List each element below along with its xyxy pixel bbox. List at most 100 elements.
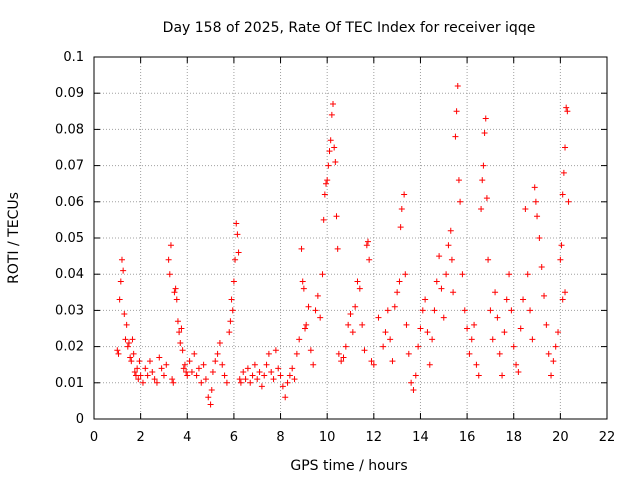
data-point [380,343,387,350]
data-point [286,372,293,379]
data-point [478,206,485,213]
data-point [426,361,433,368]
data-point [560,169,567,176]
data-point [226,329,233,336]
y-tick-label: 0.09 [55,86,84,101]
chart-title: Day 158 of 2025, Rate Of TEC Index for r… [163,20,536,36]
data-point [184,372,191,379]
data-point [559,191,566,198]
data-point [153,379,160,386]
data-point [398,206,405,213]
y-tick-label: 0.08 [55,122,84,137]
data-point [429,336,436,343]
data-point [405,350,412,357]
data-point [208,387,215,394]
data-point [180,365,187,372]
data-point [443,271,450,278]
x-tick-label: 6 [230,430,238,445]
data-point [232,256,239,263]
data-point [209,368,216,375]
data-point [123,321,130,328]
x-axis-label: GPS time / hours [290,458,407,474]
x-tick-label: 0 [90,430,98,445]
data-point [431,307,438,314]
data-point [483,195,490,202]
data-point [114,347,121,354]
data-point [461,307,468,314]
y-tick-label: 0.06 [55,195,84,210]
data-point [144,372,151,379]
data-point [361,347,368,354]
data-point [300,285,307,292]
data-point [440,314,447,321]
data-point [433,278,440,285]
data-point [302,325,309,332]
data-point [131,368,138,375]
data-point [291,376,298,383]
data-point [559,296,566,303]
data-point [120,267,127,274]
data-point [564,108,571,115]
data-point [319,271,326,278]
data-point [391,303,398,310]
data-point [453,108,460,115]
data-point [195,365,202,372]
data-point [261,372,268,379]
data-point [191,350,198,357]
data-point [534,213,541,220]
data-point [345,321,352,328]
data-point [307,347,314,354]
data-point [457,198,464,205]
data-point [272,347,279,354]
data-point [375,314,382,321]
data-point [142,365,149,372]
data-point [508,307,515,314]
data-point [223,379,230,386]
data-point [321,191,328,198]
data-point [227,318,234,325]
x-tick-label: 18 [505,430,522,445]
data-point [118,256,125,263]
data-point [303,321,310,328]
data-point [270,376,277,383]
data-point [331,144,338,151]
data-point [312,307,319,314]
x-tick-label: 2 [136,430,144,445]
data-point [205,394,212,401]
data-point [256,368,263,375]
data-point [169,376,176,383]
data-point [412,372,419,379]
data-point [127,354,134,361]
x-tick-label: 10 [319,430,336,445]
data-point [254,376,261,383]
data-point [221,372,228,379]
data-point [314,292,321,299]
data-point [370,361,377,368]
data-point [279,383,286,390]
data-point [115,350,122,357]
data-point [228,296,235,303]
data-point [389,358,396,365]
data-point [384,307,391,314]
data-point [166,271,173,278]
data-point [242,376,249,383]
data-point [510,343,517,350]
y-axis-label: ROTI / TECUs [6,192,22,284]
data-point [151,376,158,383]
data-point [298,245,305,252]
data-point [499,372,506,379]
data-point [480,162,487,169]
data-point [173,296,180,303]
x-tick-label: 16 [459,430,476,445]
data-point [410,387,417,394]
data-point [524,271,531,278]
data-point [552,343,559,350]
data-point [468,336,475,343]
data-point [557,256,564,263]
x-axis-ticks: 0 2 4 6 8 10 12 14 16 18 20 22 [90,57,615,445]
data-point [538,263,545,270]
data-point [394,289,401,296]
data-point [136,358,143,365]
data-point [531,184,538,191]
data-point [550,358,557,365]
